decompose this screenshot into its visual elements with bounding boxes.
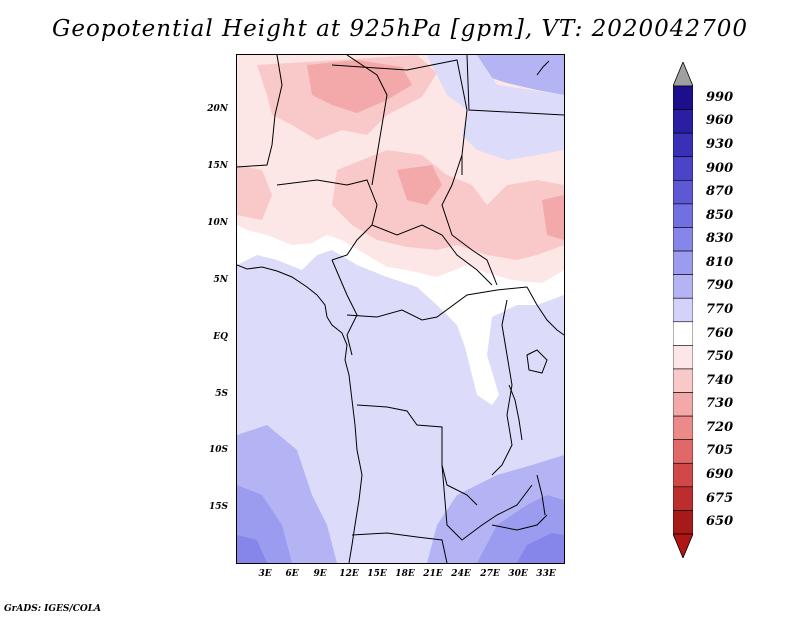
border-mozambique xyxy=(491,514,548,531)
border-north-2 xyxy=(346,55,388,186)
height-field-830-south xyxy=(237,533,564,563)
height-field-790-south xyxy=(237,425,564,563)
colorbar-label-675: 675 xyxy=(706,490,734,506)
lake-malawi xyxy=(536,474,546,516)
colorbar-label-650: 650 xyxy=(706,514,734,530)
border-zambia xyxy=(441,464,533,541)
colorbar-label-850: 850 xyxy=(706,207,734,223)
colorbar-label-690: 690 xyxy=(706,467,734,483)
colorbar-label-900: 900 xyxy=(706,160,734,176)
colorbar-swatch-705 xyxy=(673,439,693,464)
height-field-740-west xyxy=(237,165,272,220)
lon-label-33e: 33E xyxy=(536,569,556,579)
colorbar-swatch-720 xyxy=(673,415,693,440)
colorbar-label-750: 750 xyxy=(706,349,734,365)
lat-label-eq: EQ xyxy=(213,332,228,342)
lat-label-15n: 15N xyxy=(207,161,228,171)
colorbar-top-arrow xyxy=(673,62,693,87)
border-cameroon-gabon xyxy=(331,259,358,356)
colorbar-swatch-830 xyxy=(673,227,693,252)
colorbar-label-830: 830 xyxy=(706,231,734,247)
colorbar-label-740: 740 xyxy=(706,372,734,388)
colorbar-label-720: 720 xyxy=(706,419,734,435)
colorbar-swatch-850 xyxy=(673,203,693,228)
colorbar-swatch-650 xyxy=(673,510,693,535)
colorbar-swatch-740 xyxy=(673,368,693,393)
colorbar-label-930: 930 xyxy=(706,136,734,152)
colorbar-swatch-675 xyxy=(673,486,693,511)
map-title: Geopotential Height at 925hPa [gpm], VT:… xyxy=(52,16,748,42)
border-east-africa xyxy=(526,286,564,336)
colorbar-swatch-750 xyxy=(673,345,693,370)
height-field-790-northeast xyxy=(477,55,564,95)
lat-label-5n: 5N xyxy=(213,275,229,285)
colorbar-label-960: 960 xyxy=(706,113,734,129)
lon-label-30e: 30E xyxy=(508,569,528,579)
lake-tanganyika xyxy=(508,384,523,441)
border-north-3 xyxy=(331,59,468,175)
colorbar-swatch-760 xyxy=(673,321,693,346)
lon-label-18e: 18E xyxy=(395,569,415,579)
colorbar-swatch-730 xyxy=(673,392,693,417)
lat-label-15s: 15S xyxy=(208,502,228,512)
country-borders xyxy=(237,55,564,563)
border-nigeria xyxy=(276,179,378,261)
coastline-west-africa xyxy=(237,264,363,563)
lon-label-24e: 24E xyxy=(451,569,471,579)
lon-label-6e: 6E xyxy=(285,569,299,579)
height-field-730 xyxy=(307,60,564,240)
border-north-1 xyxy=(237,55,283,168)
border-angola xyxy=(356,404,478,506)
colorbar-swatch-990 xyxy=(673,85,693,110)
lon-label-21e: 21E xyxy=(423,569,443,579)
lat-label-10s: 10S xyxy=(208,445,228,455)
border-namibia xyxy=(351,532,448,563)
border-car xyxy=(371,224,493,286)
border-congo xyxy=(346,286,528,321)
colorbar-bottom-arrow xyxy=(673,533,693,558)
map-svg xyxy=(237,55,564,563)
coastline-red-sea xyxy=(536,60,550,76)
grads-credit: GrADS: IGES/COLA xyxy=(4,604,102,614)
colorbar-label-705: 705 xyxy=(706,443,734,459)
colorbar-swatch-770 xyxy=(673,297,693,323)
colorbar xyxy=(673,62,693,558)
colorbar-swatch-690 xyxy=(673,462,693,488)
colorbar-label-810: 810 xyxy=(706,254,734,270)
colorbar-swatch-790 xyxy=(673,274,693,299)
colorbar-label-760: 760 xyxy=(706,325,734,341)
map-panel xyxy=(236,54,565,564)
colorbar-swatch-900 xyxy=(673,156,693,181)
lon-label-15e: 15E xyxy=(367,569,387,579)
lake-victoria xyxy=(526,349,548,374)
border-chad-sudan xyxy=(441,154,498,286)
lat-label-10n: 10N xyxy=(207,218,228,228)
colorbar-swatch-930 xyxy=(673,132,693,158)
colorbar-label-790: 790 xyxy=(706,278,734,294)
lon-label-3e: 3E xyxy=(258,569,272,579)
colorbar-swatch-870 xyxy=(673,180,693,205)
lat-label-20n: 20N xyxy=(207,104,228,114)
lon-label-9e: 9E xyxy=(313,569,327,579)
lon-label-12e: 12E xyxy=(339,569,359,579)
colorbar-label-770: 770 xyxy=(706,302,734,317)
colorbar-label-990: 990 xyxy=(706,89,734,105)
colorbar-label-730: 730 xyxy=(706,396,734,412)
border-drc-east xyxy=(491,299,513,476)
lon-label-27e: 27E xyxy=(480,569,500,579)
border-northeast xyxy=(466,55,564,116)
colorbar-swatch-960 xyxy=(673,109,693,134)
colorbar-swatch-810 xyxy=(673,250,693,275)
colorbar-label-870: 870 xyxy=(706,184,734,200)
lat-label-5s: 5S xyxy=(215,389,228,399)
